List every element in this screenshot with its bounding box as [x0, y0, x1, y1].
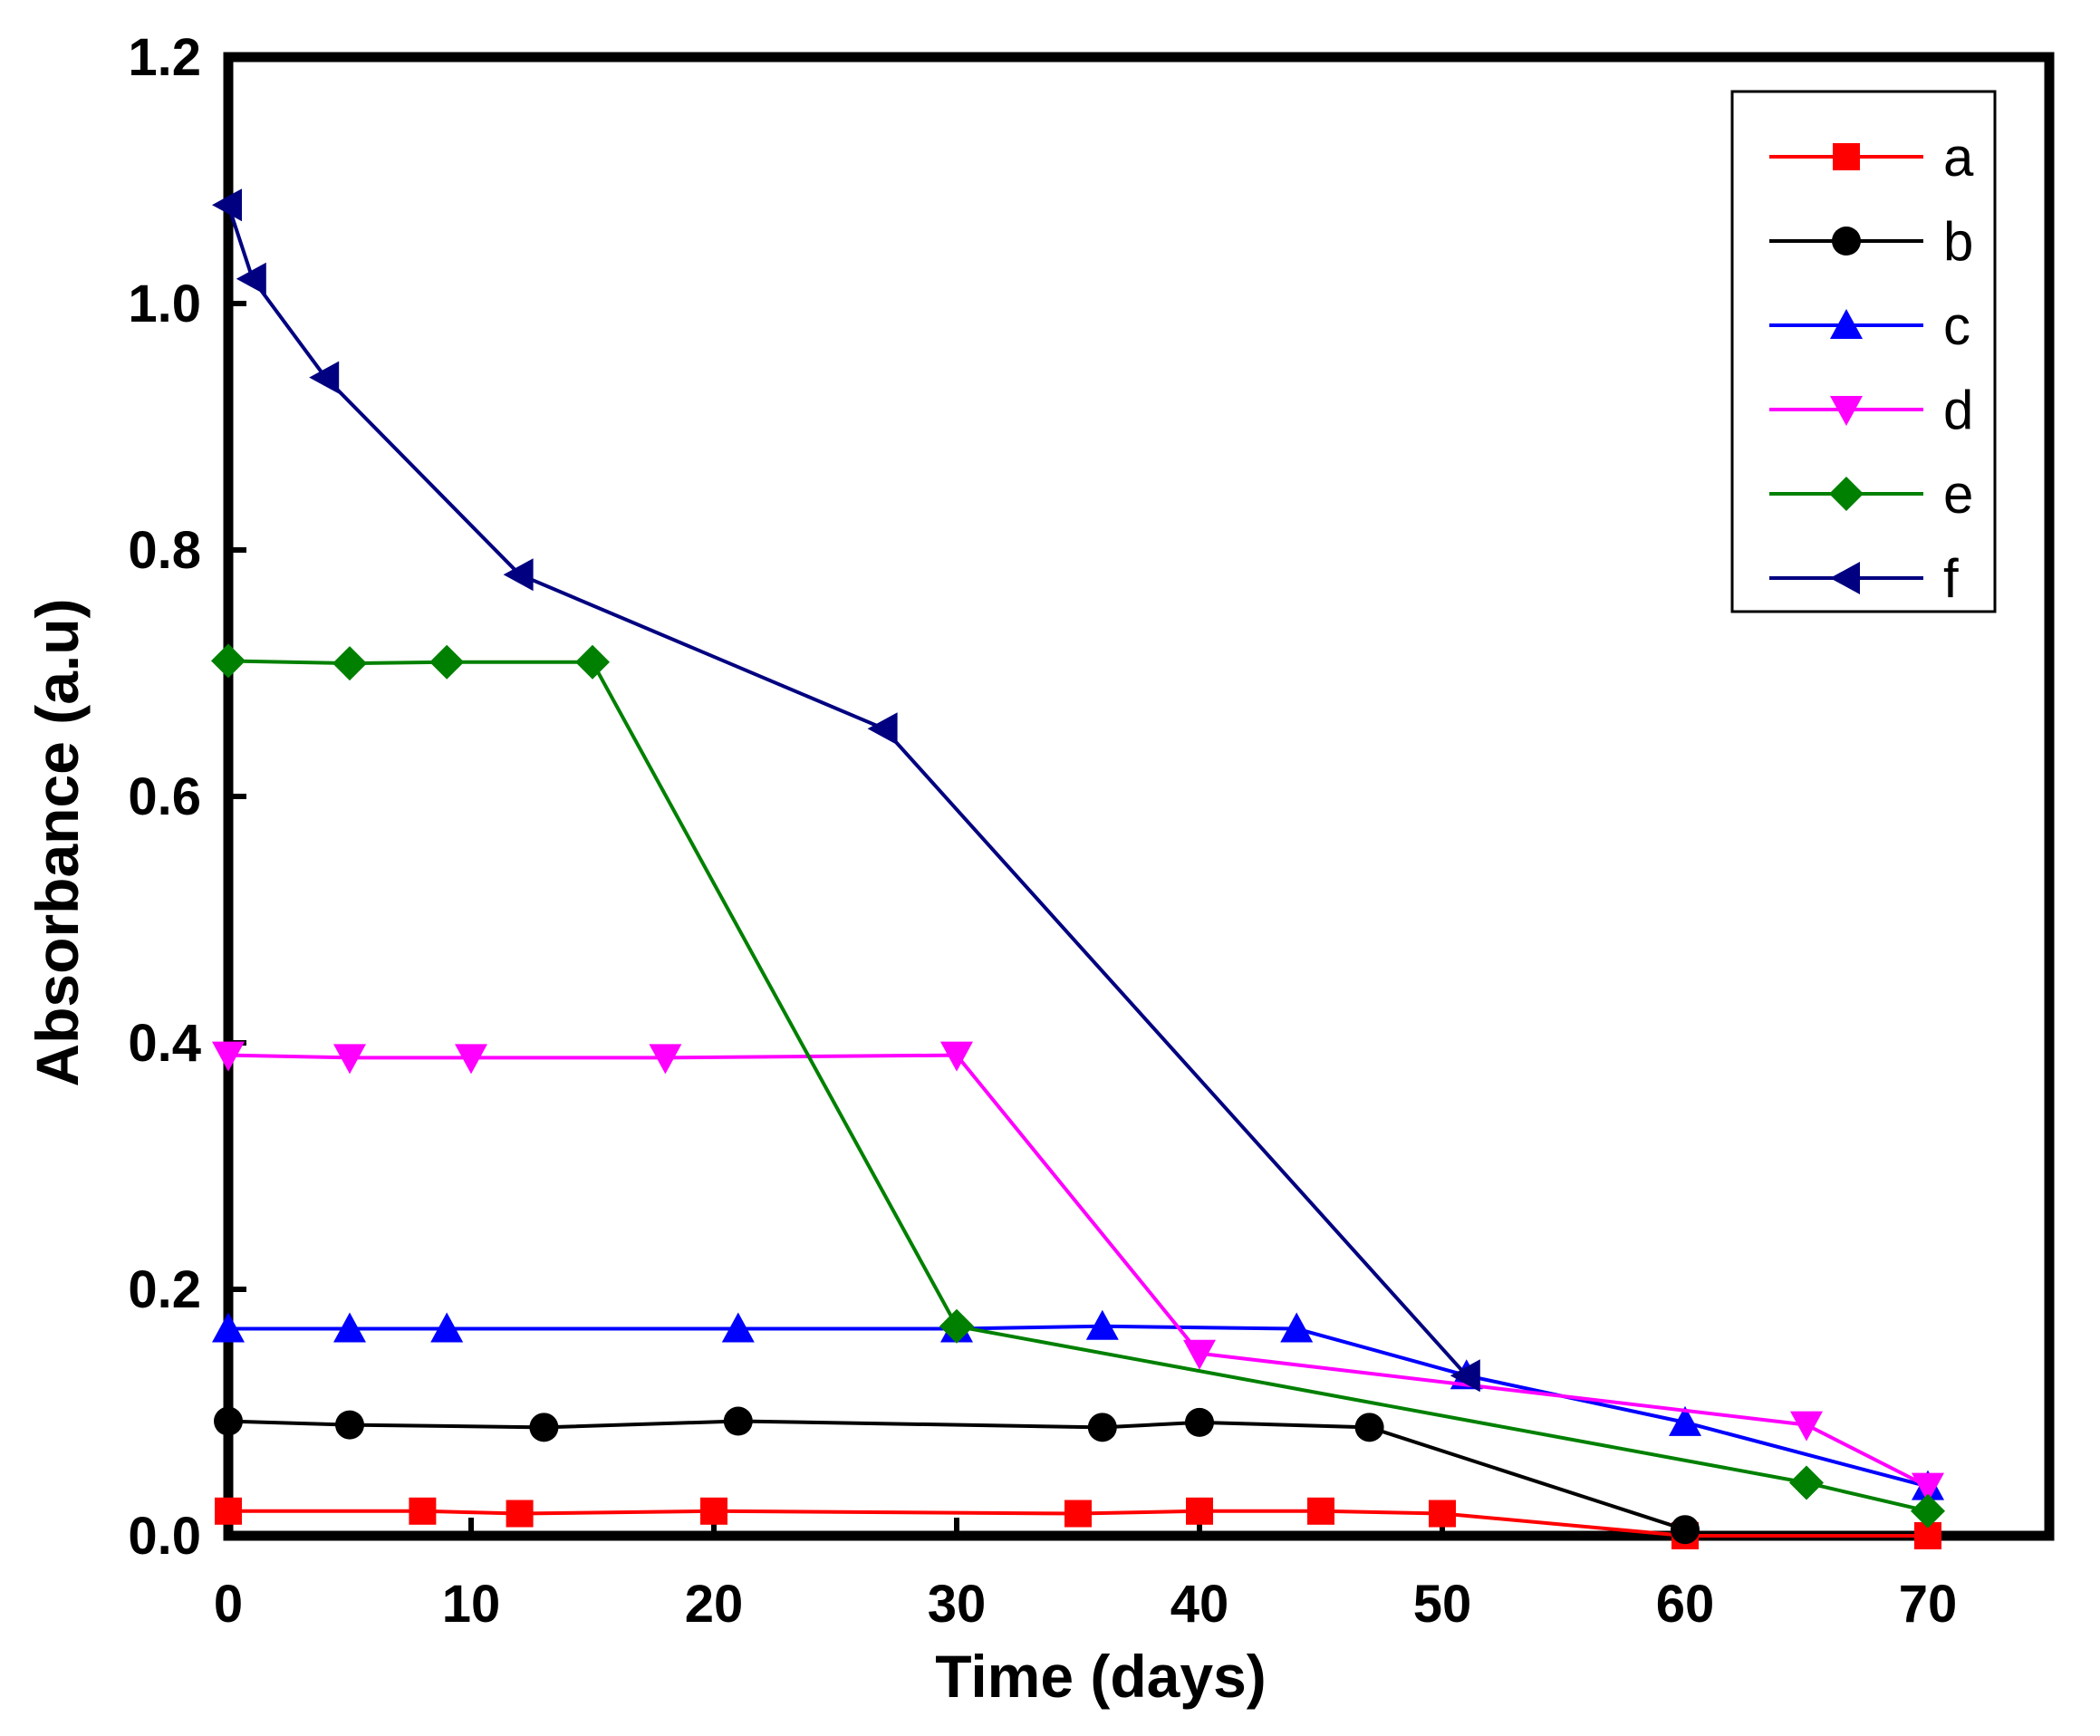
data-point-e	[939, 1308, 974, 1344]
y-tick-label: 0.2	[128, 1260, 201, 1319]
data-point-f	[503, 558, 534, 592]
legend-item-e: e	[1769, 464, 1973, 525]
series-e	[211, 643, 1945, 1529]
y-tick-label: 0.0	[128, 1507, 201, 1566]
legend-label-e: e	[1943, 464, 1973, 525]
series-line-d	[227, 1053, 1929, 1489]
data-point-a	[1186, 1497, 1213, 1525]
data-point-b	[723, 1406, 753, 1436]
series-b	[214, 1406, 1700, 1545]
x-tick-label: 70	[1899, 1575, 1958, 1634]
legend-label-d: d	[1943, 380, 1973, 440]
legend-item-a: a	[1769, 127, 1974, 188]
legend-marker-c	[1830, 309, 1863, 339]
series-d	[212, 1041, 1944, 1503]
data-point-e	[1911, 1493, 1945, 1529]
y-axis-title: Absorbance (a.u)	[24, 598, 91, 1086]
y-tick-label: 0.8	[128, 521, 201, 580]
legend-box	[1730, 90, 1997, 613]
data-point-d	[455, 1044, 487, 1075]
series-a	[215, 1497, 1941, 1549]
data-point-f	[867, 712, 898, 746]
data-point-d	[1183, 1339, 1216, 1370]
data-point-e	[211, 643, 246, 679]
data-point-f	[1450, 1359, 1480, 1393]
data-point-c	[212, 1312, 245, 1343]
legend-marker-a	[1833, 143, 1860, 170]
data-point-d	[1790, 1411, 1823, 1442]
data-point-e	[1789, 1465, 1824, 1500]
data-point-b	[1087, 1413, 1117, 1442]
x-tick-label: 30	[928, 1575, 987, 1634]
data-point-b	[529, 1413, 559, 1442]
data-point-a	[506, 1500, 534, 1528]
x-tick-label: 50	[1413, 1575, 1472, 1634]
legend-marker-e	[1829, 477, 1864, 511]
data-point-b	[1185, 1407, 1214, 1437]
series-line-b	[227, 1419, 1686, 1532]
x-axis-title: Time (days)	[935, 1643, 1267, 1710]
data-point-a	[700, 1497, 727, 1525]
series-c	[212, 1309, 1944, 1500]
series-layer	[211, 188, 1945, 1549]
data-point-f	[236, 262, 266, 295]
legend-label-f: f	[1943, 548, 1959, 609]
y-tick-label: 0.4	[128, 1014, 201, 1073]
data-point-c	[1280, 1312, 1314, 1343]
data-point-d	[940, 1041, 973, 1072]
legend-item-f: f	[1769, 548, 1959, 609]
x-tick-label: 0	[214, 1575, 243, 1634]
data-point-c	[1669, 1405, 1701, 1436]
y-tick-label: 0.6	[128, 767, 201, 826]
data-point-d	[649, 1044, 682, 1075]
data-point-a	[409, 1497, 437, 1525]
series-line-f	[226, 204, 1469, 1377]
data-point-d	[1912, 1472, 1944, 1503]
x-tick-label: 10	[442, 1575, 501, 1634]
legend-item-b: b	[1769, 211, 1973, 272]
data-point-e	[575, 644, 610, 680]
legend-label-c: c	[1943, 295, 1970, 356]
data-point-a	[1429, 1500, 1456, 1528]
y-tick-label: 1.2	[128, 28, 201, 87]
x-tick-label: 20	[685, 1575, 744, 1634]
data-point-d	[333, 1044, 366, 1075]
data-point-b	[214, 1406, 243, 1436]
legend-marker-b	[1832, 227, 1861, 256]
series-line-a	[228, 1509, 1928, 1538]
legend-item-c: c	[1769, 295, 1970, 356]
data-point-b	[335, 1410, 364, 1440]
data-point-a	[1307, 1497, 1334, 1525]
data-point-c	[430, 1312, 464, 1343]
data-point-f	[212, 188, 242, 222]
legend-marker-f	[1830, 562, 1860, 594]
data-point-c	[1085, 1309, 1119, 1340]
legend-label-a: a	[1943, 127, 1974, 188]
legend-label-b: b	[1943, 211, 1973, 272]
data-point-e	[429, 644, 465, 680]
data-point-f	[309, 361, 340, 394]
data-point-a	[1064, 1500, 1092, 1528]
data-point-c	[333, 1312, 366, 1343]
data-point-e	[332, 646, 367, 681]
data-point-b	[1671, 1515, 1700, 1545]
x-tick-label: 60	[1656, 1575, 1715, 1634]
axis-ticks: 0 10 20 30 40 50 60 70 0.0 0.2 0.4 0.6 0.8 1.0 1.2	[128, 28, 1957, 1634]
legend-item-d: d	[1769, 380, 1973, 440]
series-line-e	[227, 659, 1929, 1513]
data-point-a	[215, 1497, 242, 1525]
legend-marker-d	[1830, 396, 1863, 426]
data-point-b	[1354, 1413, 1384, 1442]
data-point-c	[721, 1312, 755, 1343]
x-tick-label: 40	[1170, 1575, 1229, 1634]
series-f	[212, 188, 1480, 1393]
data-point-d	[212, 1041, 245, 1072]
y-tick-label: 1.0	[128, 275, 201, 333]
